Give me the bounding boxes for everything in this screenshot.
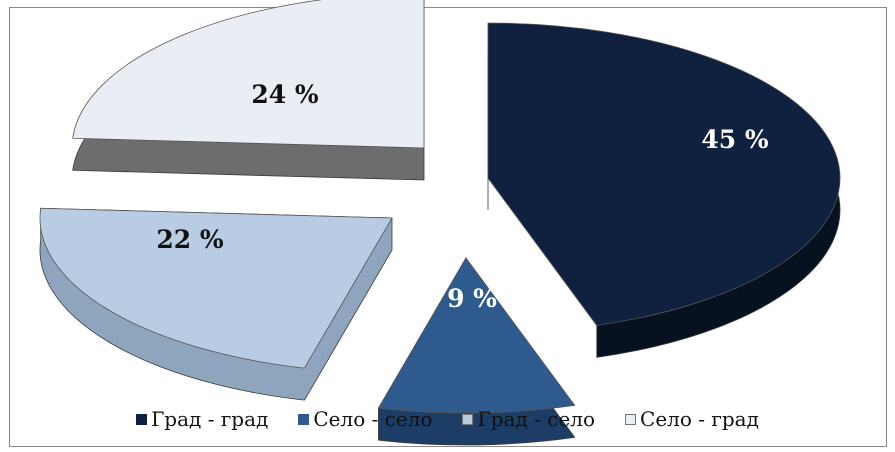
legend-swatch <box>298 413 310 425</box>
slice-value-label: 22 % <box>156 225 223 254</box>
legend-item: Град - село <box>462 407 595 431</box>
legend-swatch <box>462 413 474 425</box>
legend-item: Село - село <box>298 407 432 431</box>
slice-value-label: 45 % <box>701 125 768 154</box>
legend: Град - град Село - село Град - село Село… <box>0 407 895 431</box>
slice-value-label: 24 % <box>251 80 318 109</box>
slice-labels: 45 % 9 % 22 % 24 % <box>156 80 768 313</box>
pie-slice <box>39 207 393 369</box>
legend-swatch <box>136 413 148 425</box>
legend-label: Село - град <box>640 407 759 431</box>
legend-item: Град - град <box>136 407 268 431</box>
slice-value-label: 9 % <box>447 284 497 313</box>
slice-tops <box>39 0 841 414</box>
legend-swatch <box>625 413 637 425</box>
pie-slice <box>487 22 841 326</box>
legend-label: Село - село <box>313 407 433 431</box>
legend-label: Град - град <box>151 407 269 431</box>
pie-slice <box>377 257 576 414</box>
pie-slice <box>72 0 425 149</box>
legend-item: Село - град <box>625 407 759 431</box>
legend-label: Град - село <box>477 407 596 431</box>
